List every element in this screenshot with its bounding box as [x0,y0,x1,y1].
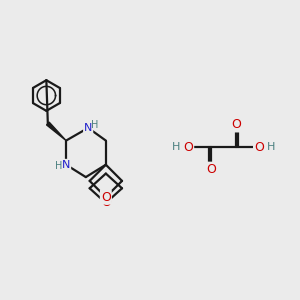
Text: O: O [183,141,193,154]
Polygon shape [46,122,66,141]
Text: N: N [62,160,70,170]
Text: O: O [254,141,264,154]
Text: N: N [84,123,92,133]
Text: O: O [101,196,111,209]
Text: O: O [206,163,216,176]
Text: O: O [101,190,111,204]
Text: H: H [55,161,62,171]
Text: O: O [231,118,241,131]
Text: H: H [91,120,98,130]
Text: H: H [172,142,181,152]
Text: H: H [266,142,275,152]
